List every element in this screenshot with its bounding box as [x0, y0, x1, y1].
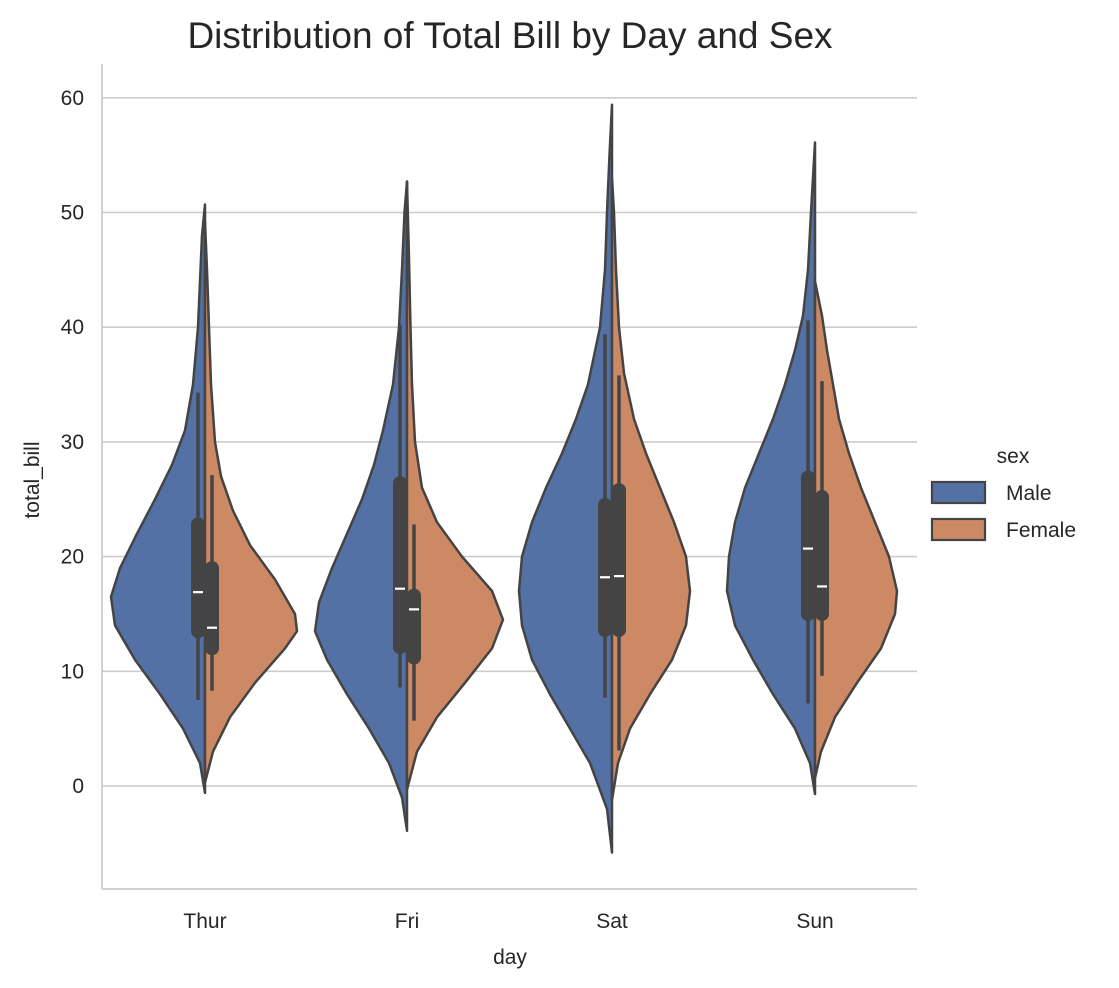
- y-tick-label: 10: [61, 660, 84, 683]
- legend-swatch-female: [930, 517, 987, 542]
- violin-male-thur: [109, 203, 207, 795]
- x-tick-label-fri: Fri: [395, 910, 420, 933]
- y-tick-label: 0: [72, 775, 84, 798]
- violin-female-sat: [610, 176, 692, 802]
- y-tick-label: 60: [61, 87, 84, 110]
- y-tick-label: 30: [61, 431, 84, 454]
- y-axis-label: total_bill: [21, 441, 44, 518]
- violin-male-sat: [517, 103, 614, 854]
- x-tick-label-sun: Sun: [796, 910, 833, 933]
- legend-label-female: Female: [1006, 519, 1076, 542]
- violin-female-thur: [203, 220, 299, 784]
- violin-plot-area: [109, 103, 899, 854]
- y-tick-label: 50: [61, 202, 84, 225]
- legend-title: sex: [997, 445, 1030, 468]
- x-tick-label-sat: Sat: [596, 910, 628, 933]
- y-tick-label: 20: [61, 546, 84, 569]
- x-tick-label-thur: Thur: [183, 910, 226, 933]
- chart-title: Distribution of Total Bill by Day and Se…: [187, 15, 833, 56]
- y-tick-label: 40: [61, 316, 84, 339]
- violin-female-fri: [405, 180, 505, 791]
- legend-label-male: Male: [1006, 482, 1052, 505]
- violin-male-fri: [313, 180, 409, 832]
- violin-male-sun: [725, 141, 817, 796]
- x-axis-label: day: [493, 946, 527, 969]
- violin-female-sun: [813, 280, 899, 780]
- legend: sex Male Female: [930, 445, 1076, 542]
- legend-swatch-male: [930, 480, 987, 505]
- axes: 0 10 20 30 40 50 60 Thur Fri Sat Sun: [61, 64, 917, 933]
